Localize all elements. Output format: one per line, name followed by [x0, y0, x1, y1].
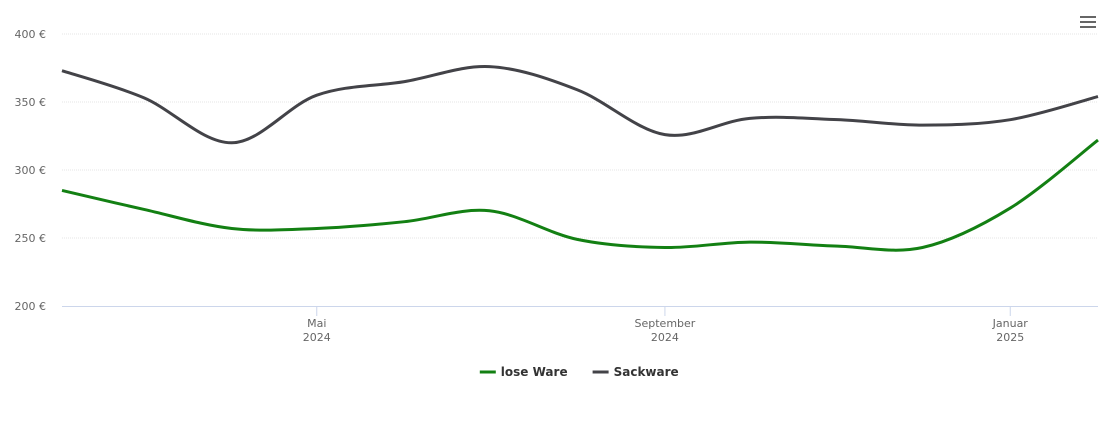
legend-label: Sackware [614, 365, 679, 379]
x-tick-label: Mai 2024 [303, 317, 331, 344]
x-tick-label: Januar 2025 [992, 317, 1029, 344]
y-tick-label: 400 € [15, 28, 47, 41]
y-tick-label: 300 € [15, 164, 47, 177]
legend-label: lose Ware [501, 365, 568, 379]
x-tick-label: September 2024 [635, 317, 696, 344]
legend: lose Ware Sackware [479, 365, 679, 379]
y-tick-label: 250 € [15, 232, 47, 245]
menu-button[interactable] [1078, 13, 1098, 31]
y-tick-label: 200 € [15, 300, 47, 313]
legend-item[interactable]: lose Ware [479, 365, 568, 379]
y-tick-label: 350 € [15, 96, 47, 109]
legend-item[interactable]: Sackware [592, 365, 679, 379]
series-line [61, 65, 1099, 145]
series-line [61, 138, 1099, 252]
